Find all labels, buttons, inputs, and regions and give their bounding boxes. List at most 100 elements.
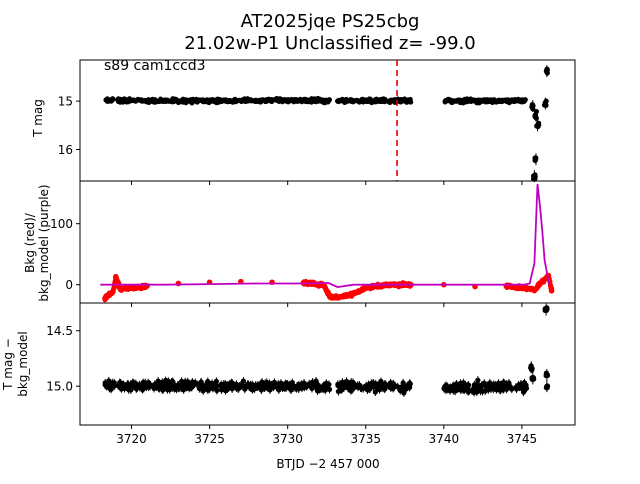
top-panel-feature-point xyxy=(532,157,538,164)
bottom-panel-point xyxy=(498,383,504,389)
top-panel-point xyxy=(386,98,392,105)
bottom-panel-point xyxy=(345,382,352,389)
bkg-point xyxy=(128,284,135,291)
bottom-panel-frame xyxy=(79,302,576,426)
bottom-panel-point xyxy=(287,382,293,388)
bkg-point xyxy=(102,295,108,301)
bottom-panel: 14.5 15.0 3720 3725 3730 3735 3740 3745 xyxy=(46,302,576,446)
bottom-panel-point xyxy=(199,386,205,392)
top-panel-point xyxy=(144,98,150,104)
top-panel-point xyxy=(404,99,411,105)
top-panel-point xyxy=(488,97,494,103)
bottom-panel-point xyxy=(167,387,173,393)
bottom-panel-point xyxy=(391,384,397,391)
top-panel-point xyxy=(516,97,522,103)
bottom-panel-point xyxy=(218,387,225,393)
bottom-panel-xtick-label: 3730 xyxy=(272,432,303,446)
bottom-panel-point xyxy=(341,385,347,391)
bottom-panel-point xyxy=(335,388,341,395)
bottom-panel-point xyxy=(137,384,143,391)
bottom-panel-point xyxy=(171,384,178,390)
top-panel-point xyxy=(192,97,199,104)
bkg-point xyxy=(123,286,129,292)
top-panel-point xyxy=(345,98,351,104)
bottom-panel-feature-point xyxy=(529,375,535,381)
bottom-panel-point xyxy=(326,381,332,388)
top-panel-point xyxy=(348,98,354,104)
top-panel-point xyxy=(180,96,186,102)
top-panel-point xyxy=(238,98,244,104)
bottom-panel-point xyxy=(474,385,481,391)
bottom-panel-point xyxy=(123,384,129,390)
bottom-panel-point xyxy=(378,380,384,386)
bottom-panel-point xyxy=(464,383,470,389)
bkg-point xyxy=(362,284,369,291)
bottom-panel-point xyxy=(210,385,216,391)
middle-panel: 0 100 xyxy=(50,180,576,307)
bottom-panel-point xyxy=(292,385,298,391)
bottom-panel-xtick-label: 3740 xyxy=(429,432,460,446)
bottom-panel-point xyxy=(297,383,304,389)
bottom-panel-point xyxy=(240,378,247,384)
top-panel-point xyxy=(268,98,275,104)
bottom-panel-point xyxy=(358,385,365,391)
top-panel-point xyxy=(379,98,386,104)
bkg-model-line xyxy=(100,183,551,289)
bottom-panel-point xyxy=(198,379,204,386)
bkg-point xyxy=(548,288,555,294)
bottom-panel-point xyxy=(214,387,220,394)
bottom-panel-feature-point xyxy=(528,365,534,372)
figure-title-line1: AT2025jqe PS25cbg xyxy=(241,11,420,32)
bkg-point xyxy=(133,285,139,291)
bottom-panel-point xyxy=(271,379,277,385)
bottom-panel-point xyxy=(266,380,273,387)
middle-panel-ytick-label: 100 xyxy=(50,217,73,231)
bottom-panel-point xyxy=(337,381,343,387)
bkg-point xyxy=(175,280,182,287)
bottom-panel-point xyxy=(128,381,134,387)
bottom-panel-xtick-label: 3735 xyxy=(350,432,381,446)
bottom-panel-point xyxy=(235,386,241,392)
bottom-panel-point xyxy=(520,381,526,387)
top-panel-point xyxy=(131,97,137,103)
bkg-point xyxy=(509,284,515,290)
top-panel-point xyxy=(445,96,451,102)
bottom-panel-point xyxy=(224,384,230,390)
bottom-panel-point xyxy=(490,386,496,392)
top-panel-ytick-label: 15 xyxy=(58,95,73,109)
middle-panel-ylabel-line2: bkg_model (purple) xyxy=(37,184,51,301)
bottom-panel-point xyxy=(142,381,149,388)
bottom-panel-ylabel-line2: bkg_model xyxy=(16,331,30,397)
top-panel-point xyxy=(233,99,239,105)
bottom-panel-point xyxy=(516,384,523,390)
top-panel-point xyxy=(149,96,156,102)
bottom-panel-xtick-label: 3725 xyxy=(194,432,225,446)
top-panel-point xyxy=(496,97,502,103)
bottom-panel-point xyxy=(364,387,371,393)
middle-panel-ytick-label: 0 xyxy=(65,278,73,292)
top-panel-point xyxy=(468,96,474,102)
bottom-panel-point xyxy=(118,386,125,392)
top-panel-point xyxy=(107,97,113,104)
top-panel-feature-point xyxy=(532,114,538,120)
bkg-point xyxy=(516,284,522,290)
bottom-panel-point xyxy=(280,383,286,389)
top-panel-point xyxy=(165,97,171,104)
bottom-panel-point xyxy=(229,380,235,386)
top-panel-point xyxy=(210,97,216,103)
bottom-panel-feature-point xyxy=(543,385,549,391)
bkg-point xyxy=(336,294,343,300)
bkg-point xyxy=(350,291,357,297)
bottom-panel-point xyxy=(348,387,354,394)
figure-title-line2: 21.02w-P1 Unclassified z= -99.0 xyxy=(184,33,475,54)
bkg-point xyxy=(113,274,119,281)
bottom-panel-point xyxy=(351,382,357,388)
top-panel-point xyxy=(173,98,180,104)
bkg-point xyxy=(327,294,333,300)
bottom-panel-point xyxy=(454,383,460,389)
bottom-panel-point xyxy=(270,384,277,390)
top-panel-point xyxy=(186,98,193,104)
bottom-panel-point xyxy=(188,384,195,390)
top-panel-point xyxy=(367,96,374,102)
